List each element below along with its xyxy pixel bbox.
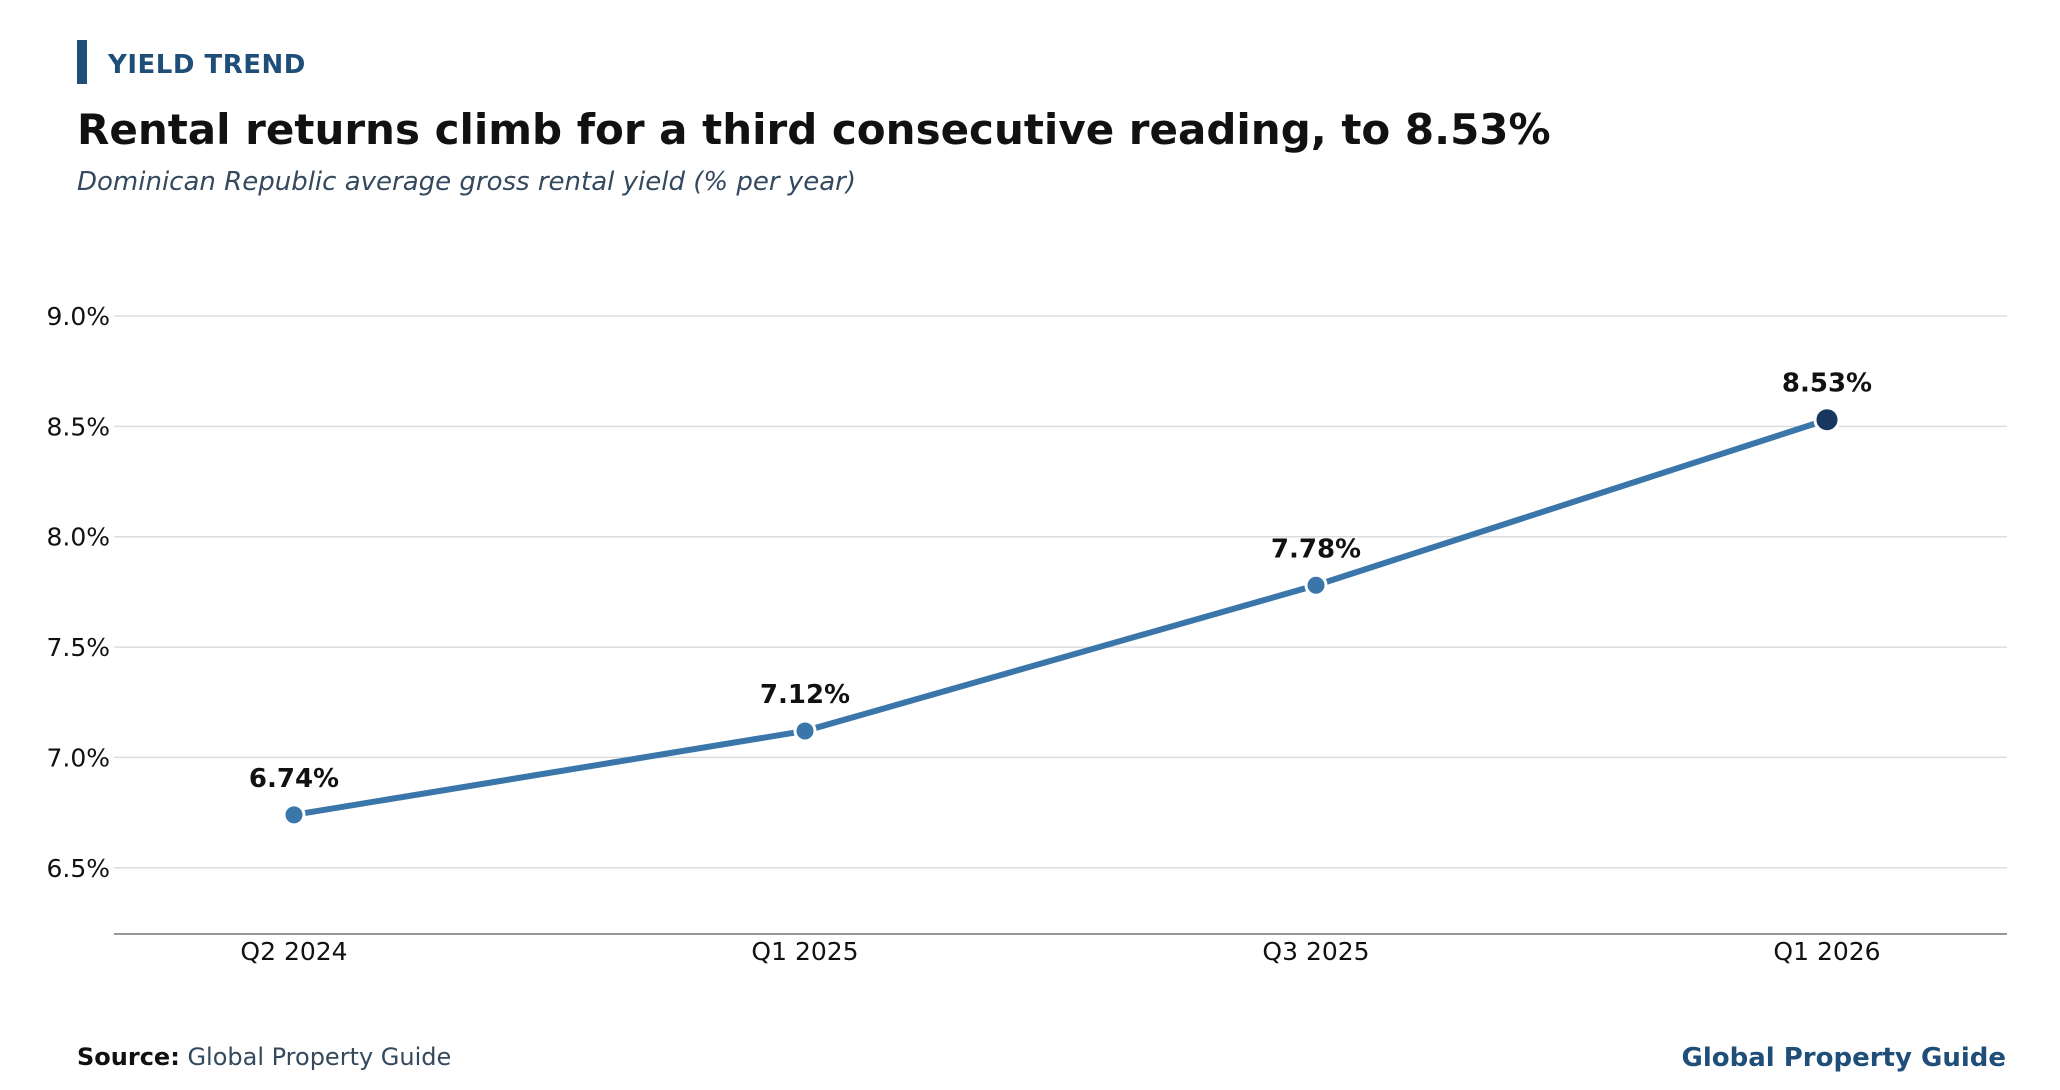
yield-line-chart: 6.5% 7.0% 7.5% 8.0% 8.5% 9.0% Q2 2024 Q1 2025 Q3… — [46, 302, 2007, 966]
brand-logo-text: Global Property Guide — [1681, 1043, 2006, 1073]
data-point — [282, 803, 306, 827]
data-label: 6.74% — [249, 764, 339, 794]
y-tick-label: 7.5% — [46, 633, 110, 662]
data-label: 7.12% — [760, 680, 850, 710]
y-tick-label: 8.0% — [46, 523, 110, 552]
x-tick-label: Q1 2026 — [1773, 937, 1880, 966]
x-tick-label: Q2 2024 — [240, 937, 347, 966]
source-note: Source: Global Property Guide — [77, 1045, 451, 1069]
x-tick-label: Q3 2025 — [1262, 937, 1369, 966]
data-point — [793, 719, 817, 743]
source-text: Global Property Guide — [187, 1043, 452, 1071]
x-tick-label: Q1 2025 — [751, 937, 858, 966]
y-tick-label: 8.5% — [46, 412, 110, 441]
data-label: 7.78% — [1271, 534, 1361, 564]
y-tick-label: 9.0% — [46, 302, 110, 331]
data-label: 8.53% — [1782, 369, 1872, 399]
source-label: Source: — [77, 1043, 180, 1071]
y-tick-label: 7.0% — [46, 743, 110, 772]
series-line — [291, 416, 1830, 818]
y-tick-label: 6.5% — [46, 854, 110, 883]
data-point — [1304, 573, 1328, 597]
chart-subtitle: Dominican Republic average gross rental … — [77, 167, 856, 197]
latest-data-point — [1813, 406, 1841, 434]
kicker-accent-bar — [77, 40, 87, 84]
chart-title: Rental returns climb for a third consecu… — [77, 105, 1551, 154]
chart-kicker: YIELD TREND — [108, 50, 306, 80]
